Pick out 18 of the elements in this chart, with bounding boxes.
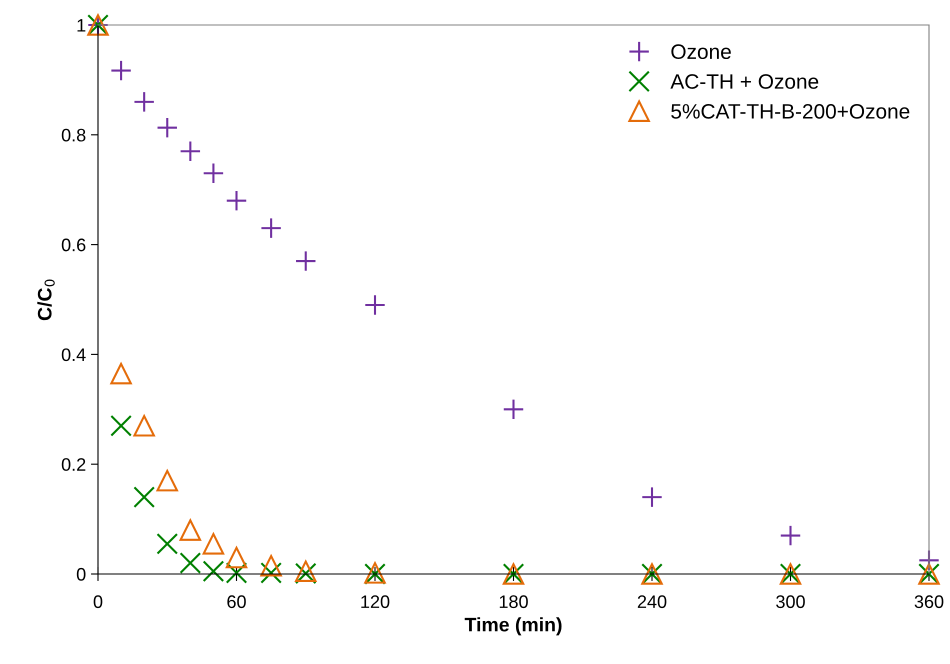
y-tick-label: 0.6 [62,238,86,252]
x-tick-label: 240 [638,595,666,608]
y-tick-label: 0.8 [62,128,86,142]
legend-label: 5%CAT-TH-B-200+Ozone [671,104,910,119]
y-tick-label: 1 [78,19,86,32]
legend-label: Ozone [671,44,731,60]
x-tick-label: 360 [914,595,944,608]
y-tick-label: 0.2 [62,458,86,471]
x-tick-label: 180 [500,595,528,608]
legend-label: AC-TH + Ozone [670,74,818,89]
x-axis-title: Time (min) [464,617,562,636]
y-tick-label: 0 [76,568,86,581]
y-tick-label: 0.4 [62,348,86,362]
x-tick-label: 0 [94,595,102,608]
x-tick-label: 300 [776,595,805,608]
y-axis-title: C/C$_{0}$ [37,280,55,320]
x-tick-label: 120 [361,595,390,608]
x-tick-label: 60 [227,595,246,608]
